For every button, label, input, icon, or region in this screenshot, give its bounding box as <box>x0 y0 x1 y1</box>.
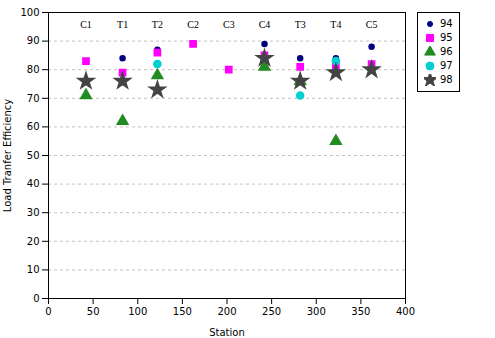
svg-text:C1: C1 <box>80 19 92 30</box>
svg-text:200: 200 <box>217 306 236 317</box>
svg-text:400: 400 <box>396 306 415 317</box>
svg-text:0: 0 <box>33 293 39 304</box>
svg-text:C5: C5 <box>366 19 378 30</box>
svg-text:350: 350 <box>351 306 370 317</box>
svg-text:70: 70 <box>27 93 40 104</box>
svg-text:Load Tranfer Efficiency: Load Tranfer Efficiency <box>2 99 13 213</box>
svg-text:30: 30 <box>27 207 40 218</box>
svg-text:C3: C3 <box>223 19 235 30</box>
svg-text:T3: T3 <box>295 19 306 30</box>
svg-text:0: 0 <box>45 306 51 317</box>
svg-text:T1: T1 <box>117 19 128 30</box>
svg-text:T2: T2 <box>152 19 163 30</box>
svg-text:C2: C2 <box>187 19 199 30</box>
svg-text:100: 100 <box>128 306 147 317</box>
svg-text:50: 50 <box>27 150 40 161</box>
html-text:98: 98 <box>440 74 453 85</box>
svg-text:Station: Station <box>209 327 245 338</box>
svg-text:60: 60 <box>27 121 40 132</box>
svg-text:20: 20 <box>27 236 40 247</box>
svg-text:40: 40 <box>27 178 40 189</box>
html-text:97: 97 <box>440 60 453 71</box>
svg-text:80: 80 <box>27 64 40 75</box>
svg-text:250: 250 <box>262 306 281 317</box>
html-text:95: 95 <box>440 32 453 43</box>
svg-text:C4: C4 <box>259 19 271 30</box>
html-text:96: 96 <box>440 46 453 57</box>
svg-text:100: 100 <box>20 7 39 18</box>
svg-text:T4: T4 <box>330 19 341 30</box>
svg-text:90: 90 <box>27 35 40 46</box>
svg-text:150: 150 <box>173 306 192 317</box>
svg-text:300: 300 <box>307 306 326 317</box>
svg-text:10: 10 <box>27 264 40 275</box>
html-text:94: 94 <box>440 18 453 29</box>
svg-text:50: 50 <box>87 306 100 317</box>
